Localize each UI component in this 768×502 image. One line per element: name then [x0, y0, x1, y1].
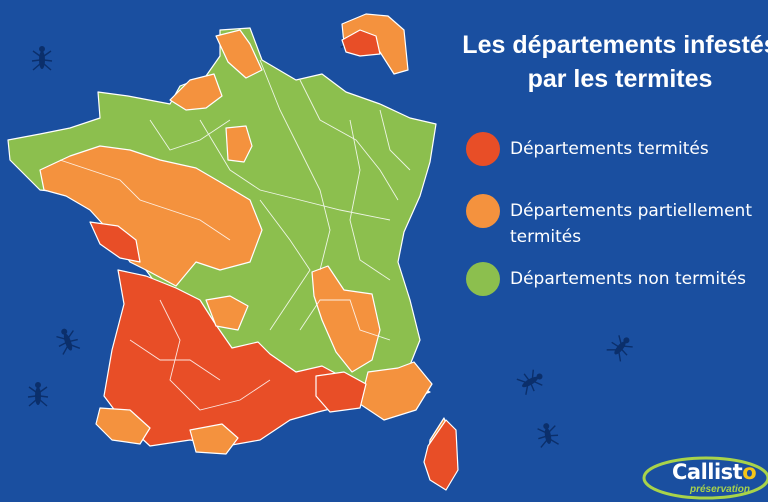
region-partial-paris [225, 125, 253, 163]
logo-brand-prefix: Callist [672, 460, 743, 484]
legend-label-partial: Départements partiellement termités [510, 198, 752, 250]
department-borders [59, 59, 411, 411]
legend-label-infested-text: Départements termités [510, 139, 709, 159]
region-infested-alsace [341, 29, 381, 57]
region-infested-mediterranean [315, 371, 367, 413]
termite-icon [516, 369, 543, 395]
region-partial-west [39, 145, 263, 287]
termite-icon [606, 335, 633, 362]
region-partial-pyrenees-east [189, 423, 239, 455]
termite-icon [537, 423, 559, 448]
region-corsica-infested [423, 419, 459, 491]
legend-item-infested: Départements termités [466, 132, 709, 166]
termite-icon [27, 382, 49, 407]
logo-brand-suffix: o [742, 460, 757, 484]
legend-swatch-partial [466, 194, 500, 228]
logo-brand-text: Callisto [672, 460, 757, 484]
region-partial-normandy [169, 73, 223, 111]
legend-label-not-infested-text: Départements non termités [510, 269, 747, 289]
termite-icon [56, 328, 81, 355]
region-infested-vendee [89, 221, 141, 263]
legend-label-partial-line1: Départements partiellement [510, 201, 753, 221]
legend-item-not-infested: Départements non termités [466, 262, 746, 296]
region-partial-rhone [311, 265, 381, 373]
region-partial-pyrenees [95, 407, 151, 445]
map-title: Les départements infestés par les termit… [420, 28, 768, 96]
regions-layer [7, 13, 459, 491]
legend-label-infested: Départements termités [510, 136, 709, 162]
region-partial-provence [359, 361, 433, 421]
region-partial-centre-south [205, 295, 249, 331]
termite-icon [31, 46, 53, 71]
title-line-1: Les départements infestés [462, 31, 768, 59]
region-partial-north [215, 29, 263, 79]
brand-logo: Callisto préservation [640, 452, 768, 502]
legend-swatch-not-infested [466, 262, 500, 296]
logo-swoosh-icon [642, 456, 768, 500]
legend-swatch-infested [466, 132, 500, 166]
legend-label-partial-line2: termités [510, 227, 582, 247]
logo-tagline: préservation [690, 484, 751, 495]
legend-item-partial: Départements partiellement termités [466, 194, 752, 250]
title-line-2: par les termites [527, 65, 713, 93]
legend-label-not-infested: Départements non termités [510, 266, 746, 292]
